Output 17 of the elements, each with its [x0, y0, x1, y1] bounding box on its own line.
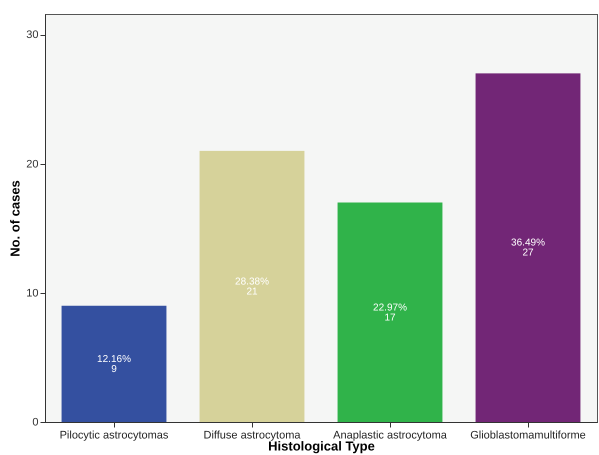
- x-tick-label: Pilocytic astrocytomas: [60, 430, 169, 442]
- y-tick-label: 0: [32, 416, 38, 428]
- bar: [476, 73, 580, 422]
- data-label: 36.49% 27: [511, 238, 546, 259]
- data-label: 12.16% 9: [97, 354, 132, 375]
- x-tick-label: Anaplastic astrocytoma: [333, 430, 448, 442]
- data-label: 22.97% 17: [373, 302, 408, 324]
- data-label: 28.38% 21: [235, 276, 270, 298]
- x-tick-label: Diffuse astrocytoma: [203, 430, 302, 442]
- y-tick-label: 30: [26, 29, 38, 42]
- bar: [62, 306, 166, 422]
- y-axis-title: No. of cases: [7, 180, 22, 257]
- x-tick-label: Glioblastomamultiforme: [470, 430, 586, 442]
- bar: [200, 150, 304, 422]
- y-tick-label: 20: [26, 158, 38, 170]
- bar: [338, 202, 442, 422]
- y-tick-label: 10: [26, 287, 38, 300]
